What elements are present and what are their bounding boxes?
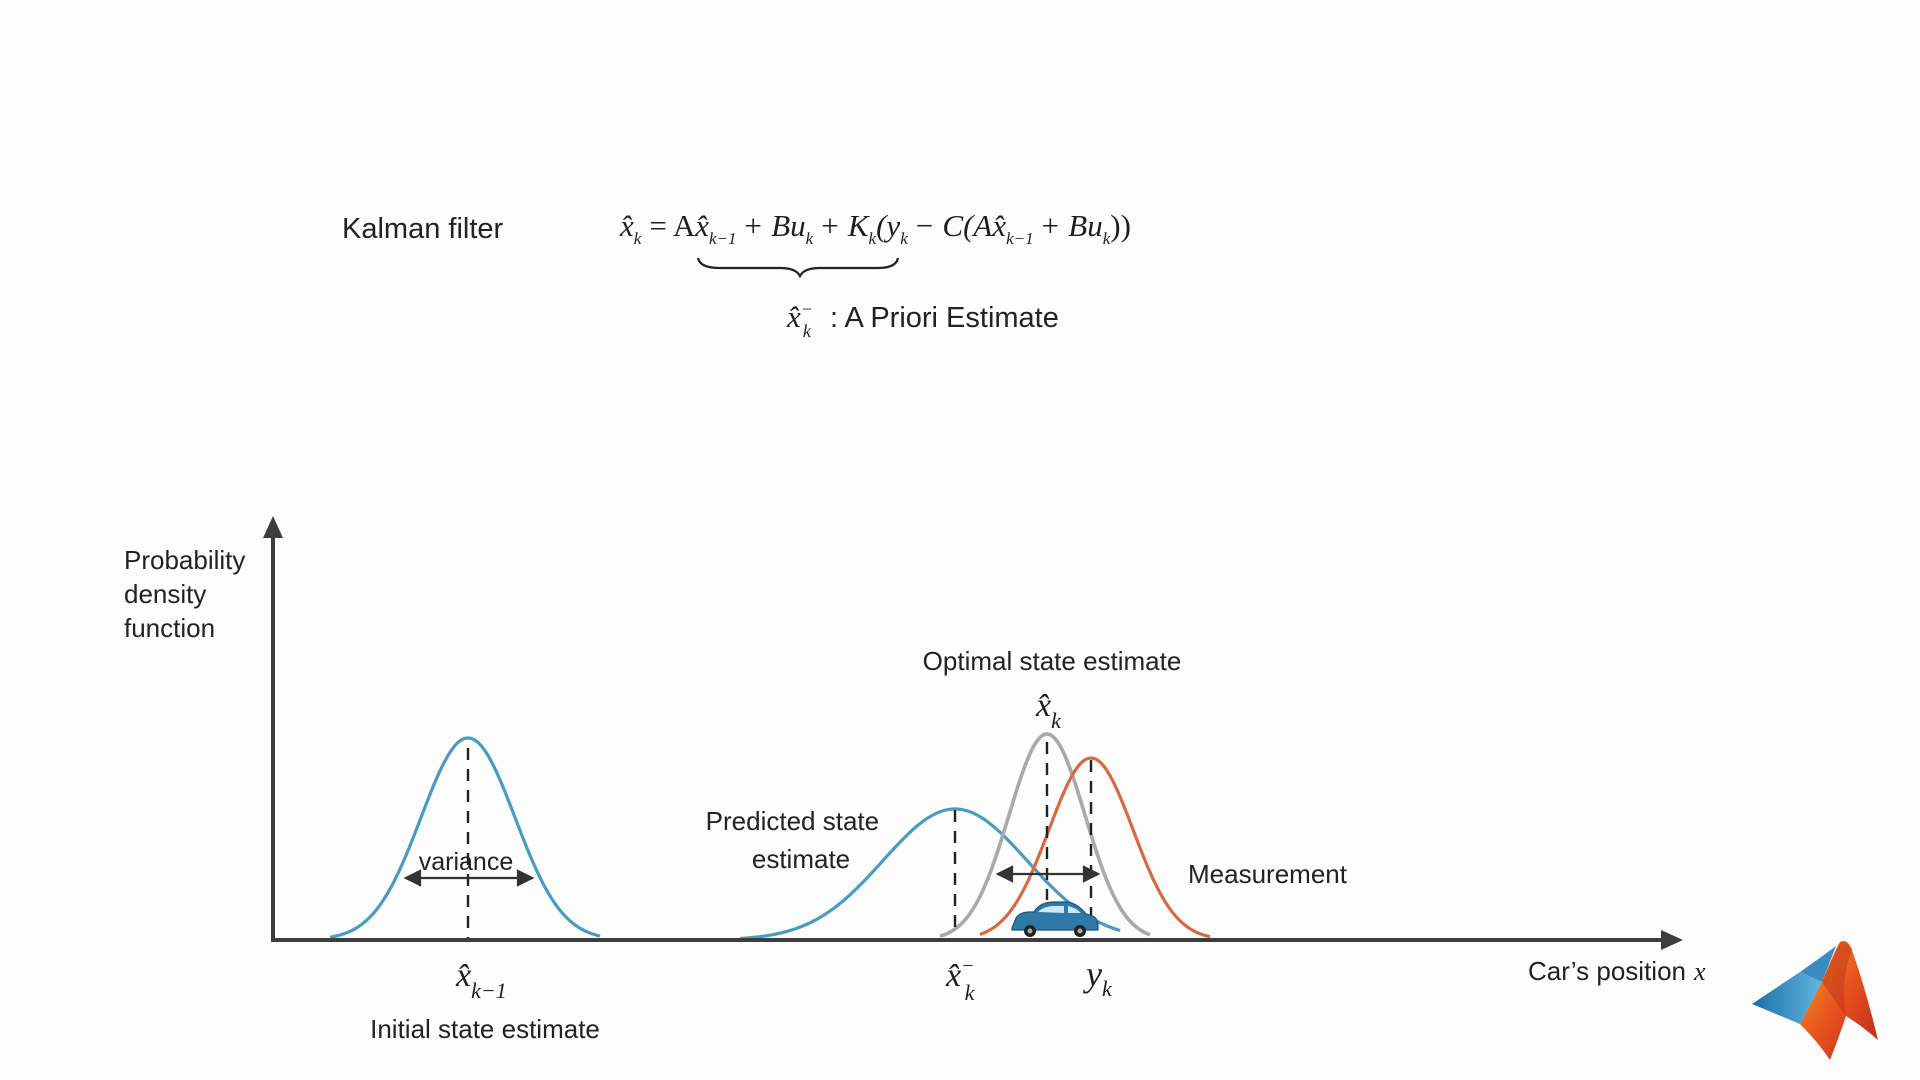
svg-text:x̂−k: x̂− k — [786, 299, 813, 341]
eq-part-5: + K — [819, 208, 871, 243]
eq-part-9: + B — [1040, 208, 1088, 243]
x-axis-arrowhead — [1661, 930, 1683, 950]
x-prior-symbol: x̂− k — [945, 955, 976, 1005]
eq-part-6-sub: k — [900, 229, 908, 248]
eq-part-3: + B — [743, 208, 791, 243]
underbrace — [696, 257, 900, 279]
eq-part-6: (y — [876, 208, 900, 243]
y-axis-arrowhead — [263, 516, 283, 538]
apriori-symbol: x̂ — [786, 299, 801, 334]
eq-part-10: u — [1087, 208, 1103, 243]
slide-title: Kalman filter — [342, 213, 504, 245]
apriori-label: : A Priori Estimate — [830, 302, 1059, 334]
initial-label: Initial state estimate — [370, 1014, 600, 1044]
optimal-label: Optimal state estimate — [923, 646, 1182, 676]
optimal-estimate-curve — [939, 732, 1151, 938]
apriori-annotation: x̂− k : A Priori Estimate — [786, 299, 1059, 341]
eq-part-8-sub: k−1 — [1006, 229, 1034, 248]
y-meas-symbol: yk — [1083, 954, 1113, 1001]
eq-part-4: u — [790, 208, 806, 243]
eq-part-8: x̂ — [991, 208, 1006, 243]
apriori-sub: k — [803, 321, 812, 341]
initial-estimate-curve — [329, 736, 601, 939]
car-icon — [1011, 901, 1099, 937]
optimal-variance-arrow — [995, 865, 1101, 883]
eq-part-4-sub: k — [806, 229, 814, 248]
eq-part-7: − C(A — [914, 208, 994, 243]
svg-text:x̂k= Ax̂k−1+ Buk+ Kk(yk− C(Ax̂: x̂k = Ax̂k−1 + Buk + Kk(yk − C(Ax̂k−1 + Buk)) — [619, 208, 1131, 248]
x-axis-label: Car’s position x — [1528, 956, 1706, 986]
eq-lhs: x̂ — [619, 208, 634, 243]
matlab-membrane-logo — [1752, 941, 1878, 1060]
axes — [263, 516, 1683, 950]
predicted-estimate-curve — [739, 807, 1121, 941]
variance-arrow — [403, 869, 535, 887]
eq-part-2: x̂ — [694, 208, 709, 243]
eq-part-11: )) — [1110, 208, 1131, 243]
variance-label: variance — [419, 848, 514, 876]
eq-part-5-sub: k — [869, 229, 877, 248]
predicted-label: Predicted state estimate — [706, 806, 887, 874]
measurement-curve — [979, 756, 1211, 939]
eq-lhs-sub: k — [634, 229, 642, 248]
eq-part-1: = A — [649, 208, 696, 243]
x-opt-symbol: x̂k — [1035, 687, 1062, 733]
y-axis-label: Probability density function — [124, 545, 253, 643]
kalman-equation: x̂k = Ax̂k−1 + Buk + Kk(yk − C(Ax̂k−1 + Buk)) — [619, 208, 1131, 248]
apriori-sup: − — [801, 299, 813, 319]
x-prev-symbol: x̂k−1 — [455, 957, 507, 1003]
measurement-label: Measurement — [1188, 859, 1348, 889]
eq-part-2-sub: k−1 — [709, 229, 737, 248]
eq-part-10-sub: k — [1103, 229, 1111, 248]
